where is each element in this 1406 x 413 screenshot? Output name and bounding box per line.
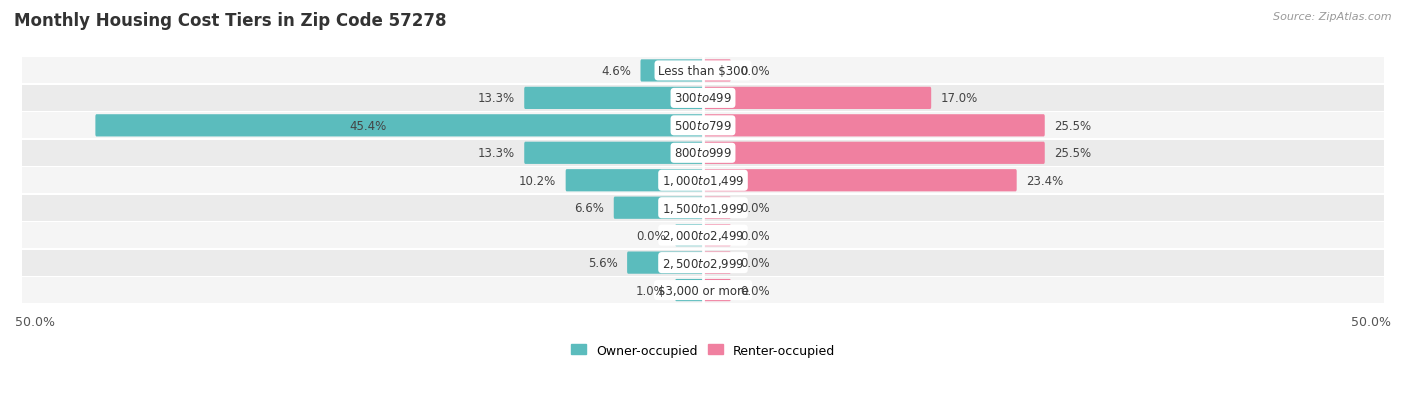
Text: 25.5%: 25.5% xyxy=(1054,119,1091,133)
Text: Monthly Housing Cost Tiers in Zip Code 57278: Monthly Housing Cost Tiers in Zip Code 5… xyxy=(14,12,447,30)
Text: $3,000 or more: $3,000 or more xyxy=(658,284,748,297)
Text: 13.3%: 13.3% xyxy=(478,147,515,160)
Text: 0.0%: 0.0% xyxy=(741,65,770,78)
FancyBboxPatch shape xyxy=(96,115,704,137)
Text: 6.6%: 6.6% xyxy=(574,202,605,215)
Text: $1,000 to $1,499: $1,000 to $1,499 xyxy=(662,174,744,188)
Bar xyxy=(21,250,1385,276)
FancyBboxPatch shape xyxy=(702,60,731,82)
FancyBboxPatch shape xyxy=(675,225,704,247)
Bar xyxy=(21,58,1385,84)
Bar xyxy=(21,85,1385,112)
Text: $1,500 to $1,999: $1,500 to $1,999 xyxy=(662,201,744,215)
Bar xyxy=(21,195,1385,221)
Text: 0.0%: 0.0% xyxy=(741,256,770,269)
Bar xyxy=(21,140,1385,166)
Bar xyxy=(21,168,1385,194)
Text: 17.0%: 17.0% xyxy=(941,92,979,105)
Bar xyxy=(21,113,1385,139)
Text: $2,000 to $2,499: $2,000 to $2,499 xyxy=(662,229,744,242)
FancyBboxPatch shape xyxy=(614,197,704,219)
FancyBboxPatch shape xyxy=(565,170,704,192)
Text: $500 to $799: $500 to $799 xyxy=(673,119,733,133)
FancyBboxPatch shape xyxy=(627,252,704,274)
FancyBboxPatch shape xyxy=(702,197,731,219)
Text: 4.6%: 4.6% xyxy=(600,65,631,78)
Text: $300 to $499: $300 to $499 xyxy=(673,92,733,105)
FancyBboxPatch shape xyxy=(702,115,1045,137)
Text: 10.2%: 10.2% xyxy=(519,174,555,187)
FancyBboxPatch shape xyxy=(702,279,731,301)
Text: 5.6%: 5.6% xyxy=(588,256,617,269)
FancyBboxPatch shape xyxy=(702,142,1045,164)
FancyBboxPatch shape xyxy=(702,252,731,274)
Text: 25.5%: 25.5% xyxy=(1054,147,1091,160)
Bar xyxy=(21,278,1385,304)
FancyBboxPatch shape xyxy=(702,170,1017,192)
FancyBboxPatch shape xyxy=(675,279,704,301)
Text: 0.0%: 0.0% xyxy=(636,229,665,242)
Text: 0.0%: 0.0% xyxy=(741,229,770,242)
Text: $2,500 to $2,999: $2,500 to $2,999 xyxy=(662,256,744,270)
FancyBboxPatch shape xyxy=(702,88,931,110)
Text: 0.0%: 0.0% xyxy=(741,202,770,215)
Bar xyxy=(21,223,1385,249)
FancyBboxPatch shape xyxy=(641,60,704,82)
FancyBboxPatch shape xyxy=(524,142,704,164)
Text: Less than $300: Less than $300 xyxy=(658,65,748,78)
Text: 23.4%: 23.4% xyxy=(1026,174,1063,187)
Text: 13.3%: 13.3% xyxy=(478,92,515,105)
Text: 0.0%: 0.0% xyxy=(741,284,770,297)
Text: 1.0%: 1.0% xyxy=(636,284,665,297)
FancyBboxPatch shape xyxy=(702,225,731,247)
Text: 45.4%: 45.4% xyxy=(349,119,387,133)
Text: $800 to $999: $800 to $999 xyxy=(673,147,733,160)
Text: Source: ZipAtlas.com: Source: ZipAtlas.com xyxy=(1274,12,1392,22)
Legend: Owner-occupied, Renter-occupied: Owner-occupied, Renter-occupied xyxy=(567,339,839,362)
FancyBboxPatch shape xyxy=(524,88,704,110)
